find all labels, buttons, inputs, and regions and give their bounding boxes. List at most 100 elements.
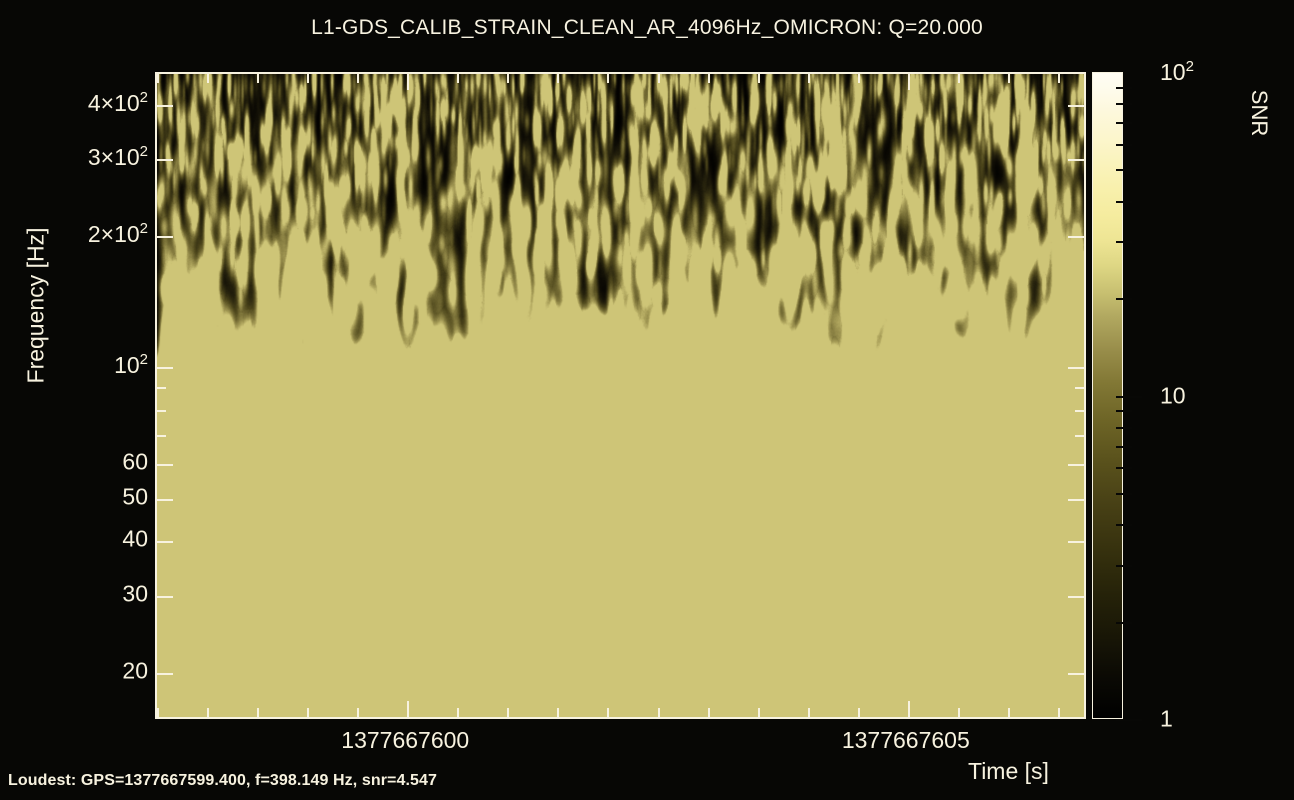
x-tick-mark-top bbox=[807, 74, 810, 83]
x-tick-mark-top bbox=[907, 74, 910, 90]
y-tick-mark-right bbox=[1068, 367, 1084, 370]
y-tick-mark bbox=[157, 159, 173, 162]
x-tick-mark bbox=[607, 708, 610, 717]
x-tick-mark bbox=[307, 708, 310, 717]
colorbar-tick-mark bbox=[1116, 298, 1132, 301]
x-tick-mark-top bbox=[207, 74, 210, 83]
colorbar-tick-mark bbox=[1116, 564, 1132, 567]
x-tick-mark bbox=[907, 701, 910, 717]
x-tick-mark bbox=[707, 708, 710, 717]
x-tick-mark-top bbox=[757, 74, 760, 83]
colorbar-tick-mark bbox=[1116, 410, 1132, 413]
y-tick-mark-right bbox=[1075, 387, 1084, 390]
y-tick-mark bbox=[157, 387, 166, 390]
x-tick-mark-top bbox=[307, 74, 310, 83]
x-tick-mark-top bbox=[357, 74, 360, 83]
x-tick-mark-top bbox=[707, 74, 710, 83]
x-tick-mark bbox=[157, 708, 159, 717]
colorbar-tick-mark bbox=[1116, 169, 1132, 172]
loudest-event-note: Loudest: GPS=1377667599.400, f=398.149 H… bbox=[8, 772, 438, 789]
y-tick-label: 40 bbox=[122, 525, 148, 552]
x-tick-mark bbox=[657, 708, 660, 717]
colorbar-tick-mark bbox=[1116, 122, 1132, 125]
x-tick-mark bbox=[557, 708, 560, 717]
colorbar-tick-mark bbox=[1116, 86, 1132, 89]
x-axis-label: Time [s] bbox=[968, 758, 1049, 784]
x-tick-mark bbox=[507, 708, 510, 717]
y-axis-tick-labels: 4×102 3×102 2×102 102 60 50 40 30 20 bbox=[0, 0, 148, 800]
x-tick-mark bbox=[457, 708, 460, 717]
x-tick-mark bbox=[857, 708, 860, 717]
y-tick-label: 3×102 bbox=[87, 143, 148, 170]
colorbar-tick-label: 10 bbox=[1160, 382, 1186, 408]
colorbar-tick-mark bbox=[1116, 492, 1132, 495]
colorbar-tick-mark bbox=[1116, 143, 1132, 146]
x-tick-mark-top bbox=[257, 74, 260, 83]
x-tick-mark bbox=[257, 708, 260, 717]
colorbar-tick-mark bbox=[1116, 200, 1132, 203]
x-tick-mark bbox=[207, 708, 210, 717]
x-tick-mark bbox=[757, 708, 760, 717]
colorbar-tick-mark bbox=[1116, 621, 1132, 624]
colorbar-tick-mark bbox=[1116, 445, 1132, 448]
y-tick-mark-right bbox=[1068, 104, 1084, 107]
y-tick-mark-right bbox=[1075, 409, 1084, 412]
colorbar-tick-mark bbox=[1116, 103, 1132, 106]
y-tick-mark-right bbox=[1068, 464, 1084, 467]
spectrogram-image bbox=[157, 74, 1084, 717]
y-tick-mark-right bbox=[1068, 541, 1084, 544]
page-title: L1-GDS_CALIB_STRAIN_CLEAN_AR_4096Hz_OMIC… bbox=[311, 16, 983, 39]
x-tick-mark-top bbox=[557, 74, 560, 83]
colorbar-label: SNR bbox=[1247, 89, 1272, 137]
x-tick-label: 1377667600 bbox=[341, 727, 470, 753]
x-tick-label: 1377667605 bbox=[841, 727, 970, 753]
y-tick-mark-right bbox=[1068, 236, 1084, 239]
colorbar-tick-mark bbox=[1116, 524, 1132, 527]
y-tick-label: 102 bbox=[114, 351, 148, 379]
y-tick-mark-right bbox=[1068, 672, 1084, 675]
x-tick-mark bbox=[957, 708, 960, 717]
colorbar-tick-labels: 102 10 1 bbox=[1120, 0, 1240, 800]
x-tick-mark bbox=[807, 708, 810, 717]
y-tick-label: 2×102 bbox=[87, 220, 148, 247]
colorbar-tick-mark bbox=[1116, 241, 1132, 244]
y-tick-label: 4×102 bbox=[87, 88, 148, 116]
y-tick-mark bbox=[157, 595, 173, 598]
y-tick-mark-right bbox=[1068, 498, 1084, 501]
x-tick-mark-top bbox=[857, 74, 860, 83]
y-tick-label: 50 bbox=[122, 483, 148, 510]
colorbar-tick-mark bbox=[1116, 426, 1132, 429]
x-tick-mark-top bbox=[607, 74, 610, 83]
y-tick-mark bbox=[157, 104, 173, 107]
y-tick-mark bbox=[157, 498, 173, 501]
spectrogram-plot-area[interactable] bbox=[155, 72, 1086, 719]
x-tick-mark-top bbox=[407, 74, 410, 90]
y-tick-mark bbox=[157, 435, 166, 438]
spectrogram-canvas bbox=[157, 74, 1084, 717]
y-tick-mark bbox=[157, 236, 173, 239]
y-tick-mark bbox=[157, 464, 173, 467]
colorbar-tick-mark bbox=[1116, 395, 1142, 398]
y-tick-mark-right bbox=[1075, 435, 1084, 438]
y-tick-mark bbox=[157, 409, 166, 412]
y-tick-label: 30 bbox=[122, 580, 148, 607]
y-tick-mark bbox=[157, 541, 173, 544]
x-tick-mark-top bbox=[157, 74, 159, 83]
colorbar-tick-marks bbox=[1092, 72, 1152, 721]
colorbar-tick-mark bbox=[1116, 467, 1132, 470]
x-tick-mark bbox=[1007, 708, 1010, 717]
x-tick-mark-top bbox=[1057, 74, 1060, 83]
x-tick-mark bbox=[407, 701, 410, 717]
x-tick-mark-top bbox=[457, 74, 460, 83]
colorbar-tick-mark bbox=[1116, 719, 1142, 721]
colorbar-tick-label: 102 bbox=[1160, 58, 1194, 85]
y-tick-mark-right bbox=[1068, 595, 1084, 598]
x-tick-mark bbox=[1057, 708, 1060, 717]
x-tick-mark-top bbox=[1007, 74, 1010, 83]
x-tick-mark-top bbox=[507, 74, 510, 83]
x-axis-tick-labels: 1377667600 1377667605 bbox=[0, 727, 1294, 761]
colorbar-tick-label: 1 bbox=[1160, 705, 1173, 732]
y-tick-mark bbox=[157, 367, 173, 370]
x-tick-mark-top bbox=[957, 74, 960, 83]
